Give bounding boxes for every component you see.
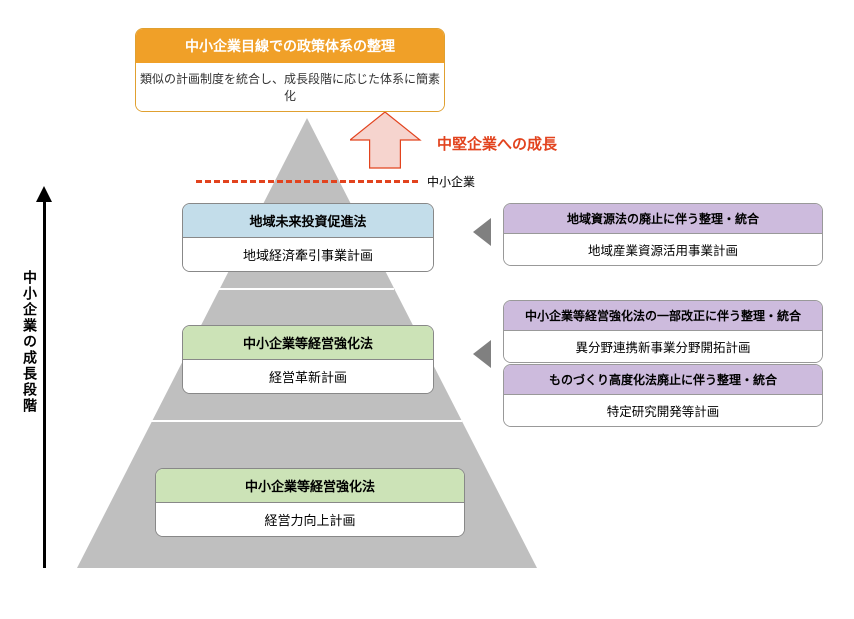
pointer-icon-0 [473, 218, 491, 246]
pointer-icon-1 [473, 340, 491, 368]
side-card-1: 中小企業等経営強化法の一部改正に伴う整理・統合 異分野連携新事業分野開拓計画 [503, 300, 823, 363]
growth-label: 中堅企業への成長 [437, 133, 557, 154]
side-card-title: 地域資源法の廃止に伴う整理・統合 [504, 204, 822, 234]
pyramid-card-body: 経営革新計画 [183, 360, 433, 393]
pyramid-card-title: 中小企業等経営強化法 [183, 326, 433, 360]
axis-label: 中小企業の成長段階 [20, 270, 40, 414]
side-card-body: 特定研究開発等計画 [504, 395, 822, 426]
pyramid-card-title: 中小企業等経営強化法 [156, 469, 464, 503]
pyramid-card-0: 地域未来投資促進法 地域経済牽引事業計画 [182, 203, 434, 272]
diagram-stage: 中小企業目線での政策体系の整理 類似の計画制度を統合し、成長段階に応じた体系に簡… [0, 0, 854, 619]
pyramid-divider-1 [218, 288, 394, 290]
pyramid-divider-2 [151, 420, 462, 422]
pyramid-card-2: 中小企業等経営強化法 経営力向上計画 [155, 468, 465, 537]
side-card-2: ものづくり高度化法廃止に伴う整理・統合 特定研究開発等計画 [503, 364, 823, 427]
pyramid-card-body: 経営力向上計画 [156, 503, 464, 536]
side-card-body: 地域産業資源活用事業計画 [504, 234, 822, 265]
side-card-title: ものづくり高度化法廃止に伴う整理・統合 [504, 365, 822, 395]
side-card-title: 中小企業等経営強化法の一部改正に伴う整理・統合 [504, 301, 822, 331]
pyramid-card-body: 地域経済牽引事業計画 [183, 238, 433, 271]
growth-arrow-icon [350, 112, 440, 182]
pyramid-card-title: 地域未来投資促進法 [183, 204, 433, 238]
pyramid-card-1: 中小企業等経営強化法 経営革新計画 [182, 325, 434, 394]
axis-line [43, 196, 46, 568]
side-card-body: 異分野連携新事業分野開拓計画 [504, 331, 822, 362]
side-card-0: 地域資源法の廃止に伴う整理・統合 地域産業資源活用事業計画 [503, 203, 823, 266]
